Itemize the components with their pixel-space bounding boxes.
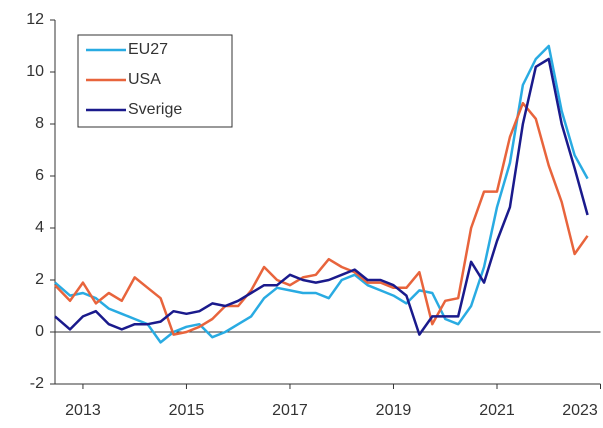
x-tick-label: 2021 <box>479 402 515 419</box>
y-tick-label: 12 <box>26 11 44 28</box>
y-tick-label: 10 <box>26 63 44 80</box>
x-tick-label: 2015 <box>169 402 205 419</box>
x-tick-label: 2013 <box>65 402 101 419</box>
legend-label: USA <box>128 71 161 88</box>
y-tick-label: 0 <box>35 323 44 340</box>
series-line <box>54 57 589 336</box>
legend-label: Sverige <box>128 101 182 118</box>
legend-label: EU27 <box>128 41 168 58</box>
y-tick-label: -2 <box>30 375 44 392</box>
x-tick-label: 2019 <box>376 402 412 419</box>
series-line <box>54 101 589 336</box>
y-tick-label: 8 <box>35 115 44 132</box>
y-tick-label: 4 <box>35 219 44 236</box>
x-tick-label: 2023 <box>562 402 598 419</box>
y-tick-label: 6 <box>35 167 44 184</box>
x-tick-label: 2017 <box>272 402 308 419</box>
y-tick-label: 2 <box>35 271 44 288</box>
